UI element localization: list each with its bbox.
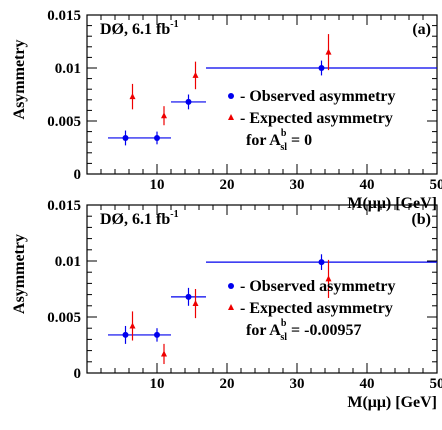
expected-point <box>325 48 332 55</box>
x-tick-label: 40 <box>360 177 375 193</box>
x-tick-label: 20 <box>220 177 235 193</box>
plot-frame <box>86 14 438 175</box>
y-tick-label: 0.015 <box>47 8 81 24</box>
y-axis-label: Asymmetry <box>11 40 28 120</box>
legend-condition-superscript: b <box>281 128 287 139</box>
y-tick-label: 0.015 <box>47 198 81 214</box>
y-tick-label: 0 <box>74 167 82 183</box>
legend-expected-label: - Expected asymmetry <box>240 110 393 127</box>
y-tick-label: 0.005 <box>47 310 81 326</box>
observed-point <box>318 259 325 266</box>
panel-title-superscript: -1 <box>170 209 178 220</box>
observed-point <box>185 293 192 300</box>
legend-expected-label: - Expected asymmetry <box>240 300 393 317</box>
expected-point <box>192 71 199 78</box>
legend-condition-prefix: for A <box>246 132 281 149</box>
legend-observed-label: - Observed asymmetry <box>240 278 396 295</box>
panel-title-main: DØ, 6.1 fb <box>100 21 170 38</box>
expected-point <box>161 350 167 357</box>
x-tick-label: 30 <box>290 376 305 392</box>
panel-title-superscript: -1 <box>170 19 178 30</box>
expected-point <box>129 322 136 329</box>
x-axis-label: M(μμ) [GeV] <box>347 394 437 411</box>
panel-label: (a) <box>412 21 431 38</box>
legend-expected-marker <box>228 304 234 310</box>
expected-point <box>129 93 136 100</box>
expected-point <box>161 112 167 119</box>
legend-expected-condition: for Ab sl = 0 <box>246 128 312 153</box>
legend-condition-subscript: sl <box>280 332 287 343</box>
observed-point <box>122 331 129 338</box>
x-tick-label: 20 <box>220 376 235 392</box>
observed-point <box>318 65 325 71</box>
legend-observed-label: - Observed asymmetry <box>240 88 396 105</box>
y-axis-label: Asymmetry <box>11 234 28 314</box>
x-tick-label: 10 <box>150 177 165 193</box>
y-tick-label: 0 <box>74 366 82 382</box>
legend-observed-marker <box>228 93 234 99</box>
x-tick-label: 30 <box>290 177 305 193</box>
x-axis-label: M(μμ) [GeV] <box>347 195 437 212</box>
legend-expected-marker <box>228 114 234 120</box>
y-tick-label: 0.005 <box>47 114 81 130</box>
expected-point <box>325 275 332 282</box>
panel-label: (b) <box>411 211 431 228</box>
legend-condition-superscript: b <box>281 318 287 329</box>
x-tick-label: 40 <box>360 376 375 392</box>
legend-expected-condition: for Ab sl = -0.00957 <box>246 318 362 343</box>
legend-condition-value: = -0.00957 <box>287 322 361 339</box>
x-tick-label: 10 <box>150 376 165 392</box>
y-tick-label: 0.01 <box>55 61 81 77</box>
observed-point <box>154 331 160 338</box>
x-tick-label: 50 <box>430 376 442 392</box>
legend-condition-value: = 0 <box>287 132 312 149</box>
x-tick-label: 50 <box>430 177 442 193</box>
expected-point <box>192 300 199 307</box>
panel-title: DØ, 6.1 fb-1 <box>100 19 179 38</box>
observed-point <box>122 134 129 141</box>
legend-condition-subscript: sl <box>280 142 287 153</box>
chart-panel-a: 10 20 30 40 50 0 0.005 0.01 0.015 M(μμ) [GeV] Asym… <box>11 8 442 212</box>
observed-point <box>185 98 192 105</box>
y-tick-label: 0.01 <box>55 254 81 270</box>
observed-point <box>154 134 160 141</box>
panel-title-main: DØ, 6.1 fb <box>100 211 170 228</box>
chart-panel-b: 10 20 30 40 50 0 0.005 0.01 0.015 M(μμ) [GeV] Asym… <box>11 198 442 411</box>
legend-condition-prefix: for A <box>246 322 281 339</box>
plot-frame <box>86 204 438 374</box>
legend-observed-marker <box>228 283 234 289</box>
panel-title: DØ, 6.1 fb-1 <box>100 209 179 228</box>
